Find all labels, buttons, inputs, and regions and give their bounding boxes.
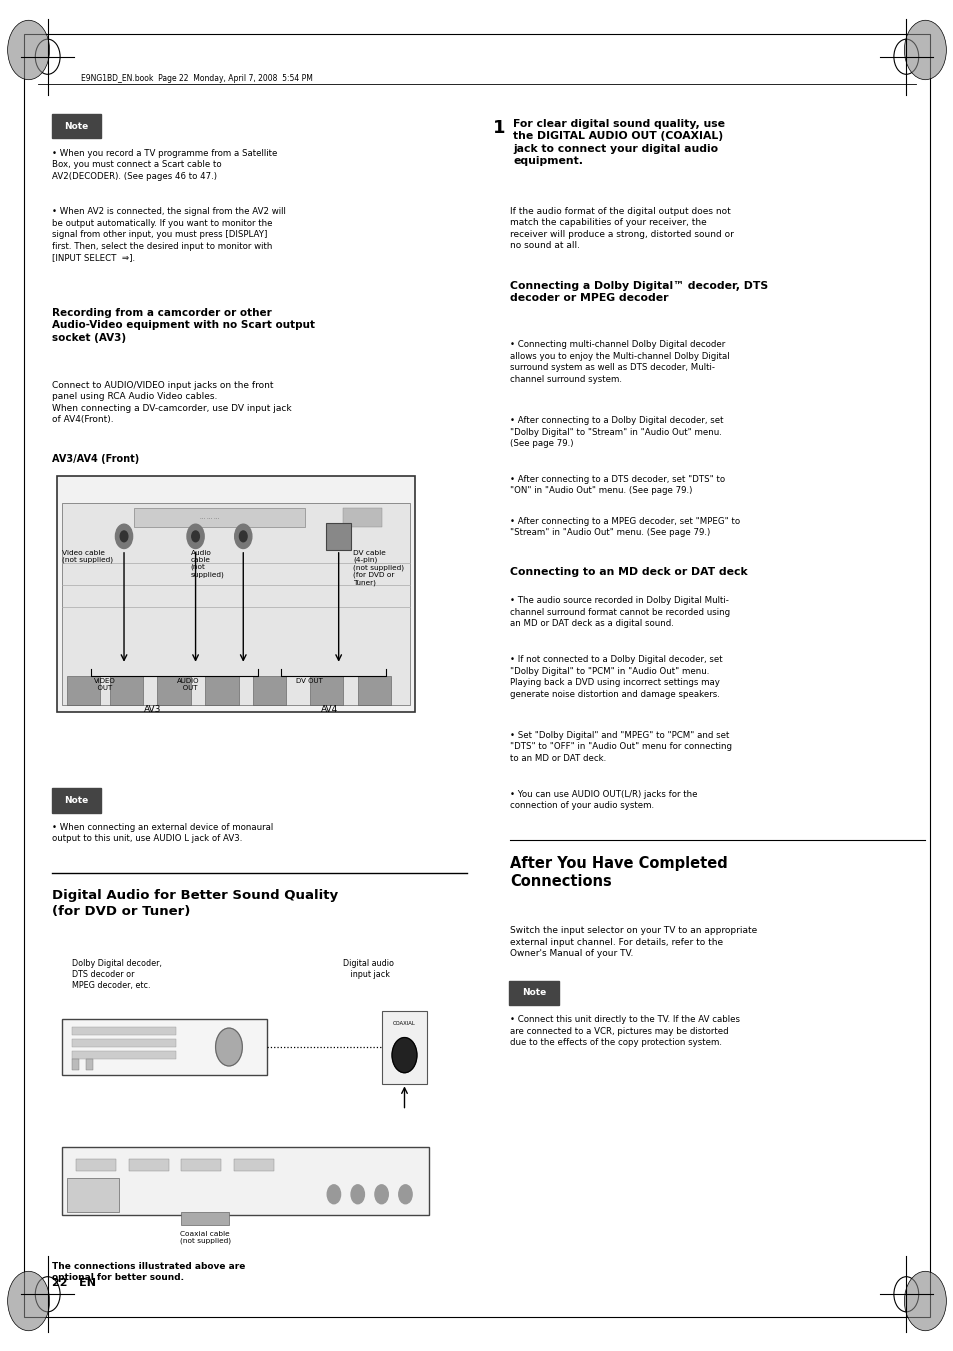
Text: ... ... ...: ... ... ...: [200, 515, 219, 520]
Bar: [67, 676, 100, 705]
Text: • After connecting to a Dolby Digital decoder, set
"Dolby Digital" to "Stream" i: • After connecting to a Dolby Digital de…: [510, 416, 723, 449]
Text: • Connecting multi-channel Dolby Digital decoder
allows you to enjoy the Multi-c: • Connecting multi-channel Dolby Digital…: [510, 340, 729, 384]
Text: E9NG1BD_EN.book  Page 22  Monday, April 7, 2008  5:54 PM: E9NG1BD_EN.book Page 22 Monday, April 7,…: [81, 74, 313, 82]
Text: • You can use AUDIO OUT(L/R) jacks for the
connection of your audio system.: • You can use AUDIO OUT(L/R) jacks for t…: [510, 790, 698, 811]
Circle shape: [215, 1028, 242, 1066]
Text: VIDEO
  OUT: VIDEO OUT: [93, 678, 115, 690]
Bar: [76, 1159, 116, 1171]
Circle shape: [234, 524, 252, 549]
Text: • Set "Dolby Digital" and "MPEG" to "PCM" and set
"DTS" to "OFF" in "Audio Out" : • Set "Dolby Digital" and "MPEG" to "PCM…: [510, 731, 732, 763]
Text: 1: 1: [493, 119, 505, 136]
Circle shape: [327, 1185, 340, 1204]
Circle shape: [351, 1185, 364, 1204]
Text: Note: Note: [64, 122, 89, 131]
Circle shape: [8, 1271, 50, 1331]
Bar: [62, 1147, 429, 1215]
Bar: [181, 1159, 221, 1171]
Circle shape: [187, 524, 204, 549]
Text: Dolby Digital decoder,
DTS decoder or
MPEG decoder, etc.: Dolby Digital decoder, DTS decoder or MP…: [71, 959, 161, 990]
Bar: [71, 1059, 79, 1070]
Bar: [181, 1212, 229, 1225]
Bar: [310, 676, 343, 705]
Bar: [133, 508, 305, 527]
Bar: [71, 1051, 176, 1059]
Bar: [129, 1159, 169, 1171]
Bar: [205, 676, 238, 705]
Text: • When you record a TV programme from a Satellite
Box, you must connect a Scart : • When you record a TV programme from a …: [52, 149, 277, 181]
Text: • After connecting to a MPEG decoder, set "MPEG" to
"Stream" in "Audio Out" menu: • After connecting to a MPEG decoder, se…: [510, 517, 740, 538]
Bar: [110, 676, 143, 705]
Text: Audio
cable
(not
supplied): Audio cable (not supplied): [191, 550, 225, 578]
Text: AV4: AV4: [320, 705, 337, 715]
Bar: [326, 523, 351, 550]
Text: • When AV2 is connected, the signal from the AV2 will
be output automatically. I: • When AV2 is connected, the signal from…: [52, 208, 286, 262]
Text: Connect to AUDIO/VIDEO input jacks on the front
panel using RCA Audio Video cabl: Connect to AUDIO/VIDEO input jacks on th…: [52, 381, 292, 424]
Text: • After connecting to a DTS decoder, set "DTS" to
"ON" in "Audio Out" menu. (See: • After connecting to a DTS decoder, set…: [510, 476, 724, 496]
Text: AV3/AV4 (Front): AV3/AV4 (Front): [52, 454, 139, 463]
Circle shape: [8, 20, 50, 80]
Text: 22   EN: 22 EN: [52, 1278, 96, 1289]
Text: Recording from a camcorder or other
Audio-Video equipment with no Scart output
s: Recording from a camcorder or other Audi…: [52, 308, 315, 343]
Text: After You Have Completed
Connections: After You Have Completed Connections: [510, 857, 727, 889]
Text: • The audio source recorded in Dolby Digital Multi-
channel surround format cann: • The audio source recorded in Dolby Dig…: [510, 597, 730, 628]
Bar: [62, 1019, 267, 1075]
Text: Digital Audio for Better Sound Quality
(for DVD or Tuner): Digital Audio for Better Sound Quality (…: [52, 889, 338, 917]
Circle shape: [239, 531, 247, 542]
Text: Note: Note: [521, 989, 546, 997]
Circle shape: [398, 1185, 412, 1204]
Text: Coaxial cable
(not supplied): Coaxial cable (not supplied): [179, 1231, 231, 1244]
Circle shape: [903, 20, 945, 80]
Text: • Connect this unit directly to the TV. If the AV cables
are connected to a VCR,: • Connect this unit directly to the TV. …: [510, 1016, 740, 1047]
Text: The connections illustrated above are
optional for better sound.: The connections illustrated above are op…: [52, 1262, 246, 1282]
Circle shape: [392, 1038, 416, 1073]
Bar: [71, 1027, 176, 1035]
Text: DV cable
(4-pin)
(not supplied)
(for DVD or
Tuner): DV cable (4-pin) (not supplied) (for DVD…: [353, 550, 404, 586]
Text: Note: Note: [64, 796, 89, 805]
Text: Connecting a Dolby Digital™ decoder, DTS
decoder or MPEG decoder: Connecting a Dolby Digital™ decoder, DTS…: [510, 281, 768, 304]
Circle shape: [375, 1185, 388, 1204]
Text: AUDIO
   OUT: AUDIO OUT: [176, 678, 199, 690]
Bar: [233, 1159, 274, 1171]
Bar: [71, 1039, 176, 1047]
Text: For clear digital sound quality, use
the DIGITAL AUDIO OUT (COAXIAL)
jack to con: For clear digital sound quality, use the…: [513, 119, 724, 166]
Bar: [67, 1178, 119, 1212]
FancyBboxPatch shape: [509, 981, 558, 1005]
Circle shape: [120, 531, 128, 542]
Text: DV OUT: DV OUT: [295, 678, 322, 684]
Text: • If not connected to a Dolby Digital decoder, set
"Dolby Digital" to "PCM" in ": • If not connected to a Dolby Digital de…: [510, 655, 722, 698]
Text: • When connecting an external device of monaural
output to this unit, use AUDIO : • When connecting an external device of …: [52, 823, 274, 843]
Bar: [381, 1011, 427, 1084]
Bar: [62, 503, 410, 705]
Bar: [343, 508, 381, 527]
Circle shape: [903, 1271, 945, 1331]
Bar: [86, 1059, 93, 1070]
Text: If the audio format of the digital output does not
match the capabilities of you: If the audio format of the digital outpu…: [510, 207, 734, 250]
Bar: [57, 476, 415, 712]
FancyBboxPatch shape: [51, 115, 101, 139]
Bar: [357, 676, 391, 705]
Circle shape: [115, 524, 132, 549]
Text: COAXIAL: COAXIAL: [393, 1021, 416, 1027]
Text: Digital audio
   input jack: Digital audio input jack: [343, 959, 394, 979]
Text: Connecting to an MD deck or DAT deck: Connecting to an MD deck or DAT deck: [510, 567, 747, 577]
Bar: [157, 676, 191, 705]
Text: Switch the input selector on your TV to an appropriate
external input channel. F: Switch the input selector on your TV to …: [510, 927, 757, 958]
Text: AV3: AV3: [144, 705, 161, 715]
Bar: [253, 676, 286, 705]
Circle shape: [192, 531, 199, 542]
FancyBboxPatch shape: [51, 789, 101, 813]
Text: Video cable
(not supplied): Video cable (not supplied): [62, 550, 113, 563]
